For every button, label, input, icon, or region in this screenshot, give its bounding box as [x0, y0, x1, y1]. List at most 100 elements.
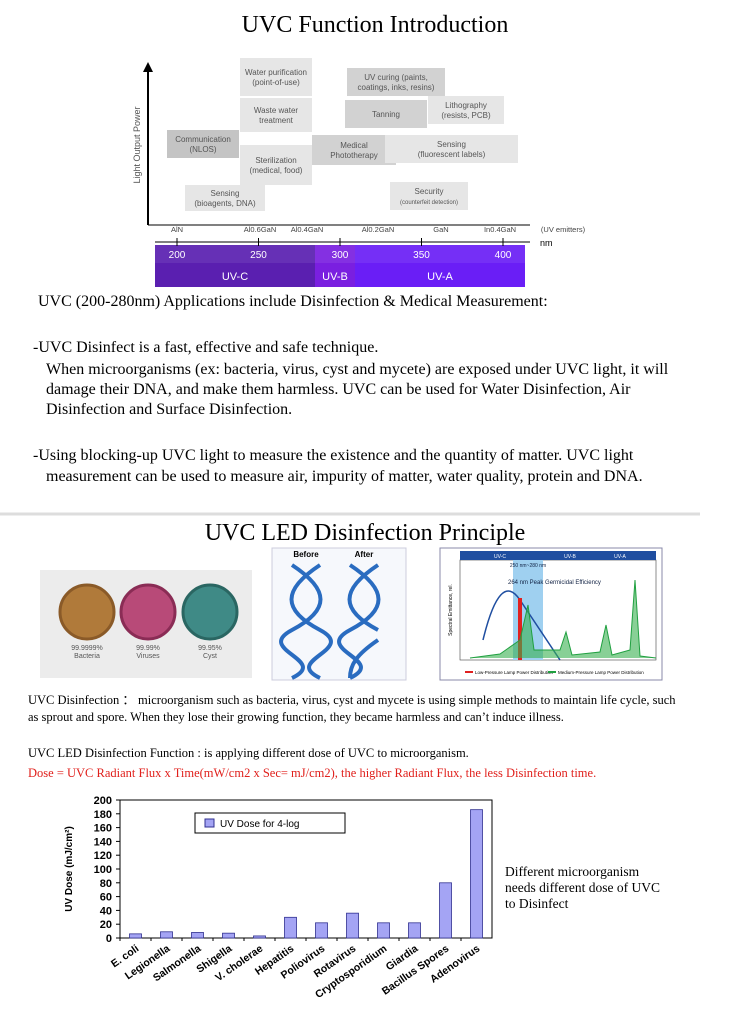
application-box — [390, 182, 468, 210]
application-label: Communication — [175, 135, 231, 144]
application-box — [185, 185, 265, 211]
band-label: UV-A — [427, 271, 453, 283]
application-box — [312, 135, 396, 165]
application-box — [240, 98, 312, 132]
application-box — [428, 96, 504, 124]
material-label: Al0.4GaN — [291, 225, 324, 234]
y-tick-label: 180 — [94, 809, 112, 821]
paragraph-line: UVC LED Disinfection Function : is apply… — [28, 746, 469, 760]
bar — [346, 912, 359, 939]
application-label: Water purification — [245, 68, 307, 77]
spectral-legend: Medium-Pressure Lamp Power Distribution — [558, 670, 644, 675]
y-axis-label: Light Output Power — [132, 106, 142, 183]
section-title: UVC Function Introduction — [242, 12, 509, 38]
microbe-label: 99.95% — [198, 645, 222, 652]
application-label: (medical, food) — [250, 166, 303, 175]
application-label: (NLOS) — [189, 145, 216, 154]
application-label: Lithography — [445, 101, 487, 110]
application-box — [240, 145, 312, 185]
band-label: UV-C — [222, 271, 248, 283]
band-top — [155, 245, 525, 263]
application-box — [347, 68, 445, 96]
bar — [253, 935, 266, 939]
paragraph-line: UVC (200-280nm) Applications include Dis… — [38, 293, 548, 310]
y-tick-label: 120 — [94, 850, 112, 862]
application-label: (fluorescent labels) — [418, 150, 486, 159]
spectral-band: UV-B — [564, 554, 576, 560]
material-label: In0.4GaN — [484, 225, 516, 234]
bar — [470, 809, 483, 939]
microbe-label: 99.9999% — [71, 645, 103, 652]
uvb-band — [315, 245, 355, 287]
application-box — [240, 58, 312, 96]
paragraph-line: -Using blocking-up UVC light to measure … — [33, 447, 634, 464]
bar — [439, 882, 452, 939]
paragraph-line: Disinfection and Surface Disinfection. — [46, 401, 292, 418]
tick-label: 250 — [250, 250, 267, 261]
material-label: AlN — [171, 225, 183, 234]
legend-box — [194, 812, 346, 834]
bar — [377, 922, 390, 939]
spectral-band: UV-A — [614, 554, 626, 560]
y-tick-label: 20 — [100, 919, 112, 931]
application-label: Security — [415, 187, 444, 196]
y-tick-label: 0 — [106, 933, 112, 945]
application-label: Waste water — [254, 106, 298, 115]
band-label: UV-B — [322, 271, 348, 283]
application-label: treatment — [259, 116, 294, 125]
bar — [191, 932, 204, 939]
application-box — [167, 130, 239, 158]
dna-label: Before — [293, 550, 319, 559]
application-label: Medical — [340, 141, 368, 150]
material-label: Al0.2GaN — [362, 225, 395, 234]
bar — [284, 916, 297, 939]
uvc-band — [155, 245, 315, 287]
cyst-image — [181, 583, 239, 641]
side-note: to Disinfect — [505, 896, 569, 911]
y-tick-label: 200 — [94, 795, 112, 807]
application-label: UV curing (paints, — [364, 73, 428, 82]
spectral-range: 250 nm~280 nm — [510, 563, 546, 569]
microbe-label: Cyst — [203, 653, 217, 660]
emitters-label: (UV emitters) — [541, 225, 586, 234]
arrow — [143, 62, 153, 72]
dna-after — [337, 563, 381, 680]
uva-band — [355, 245, 525, 287]
microbe-label: Viruses — [136, 653, 160, 660]
bar — [129, 933, 142, 939]
y-tick-label: 100 — [94, 864, 112, 876]
application-box — [385, 135, 518, 163]
material-label: Al0.6GaN — [244, 225, 277, 234]
paragraph-line: as sprout and spore. When they lose thei… — [28, 710, 564, 724]
application-label: Sensing — [211, 189, 240, 198]
y-tick-label: 140 — [94, 836, 112, 848]
paragraph-line: UVC Disinfection ： microorganism such as… — [28, 693, 676, 707]
paragraph-line: Dose = UVC Radiant Flux x Time(mW/cm2 x … — [28, 766, 596, 780]
tick-label: 400 — [495, 250, 512, 261]
application-label: Sterilization — [255, 156, 296, 165]
application-label: coatings, inks, resins) — [358, 83, 435, 92]
paragraph-line: measurement can be used to measure air, … — [46, 468, 643, 485]
application-label: Phototherapy — [330, 151, 378, 160]
application-label: Tanning — [372, 110, 400, 119]
spectral-peak: 264 nm Peak Germicidal Efficiency — [508, 580, 601, 586]
side-note: Different microorganism — [505, 864, 640, 879]
spectral-legend: Low-Pressure Lamp Power Distribution — [475, 670, 554, 675]
low-pressure-peak — [518, 598, 522, 660]
application-label: (bioagents, DNA) — [194, 199, 256, 208]
application-label: (resists, PCB) — [441, 111, 491, 120]
medium-pressure-curve — [469, 579, 657, 659]
tick-label: 350 — [413, 250, 430, 261]
y-tick-label: 60 — [100, 892, 112, 904]
legend-swatch — [204, 818, 215, 828]
spectral-y-label: Spectral Emittance, rel. — [448, 584, 454, 636]
spectral-band-bar — [460, 551, 656, 560]
section-title: UVC LED Disinfection Principle — [205, 520, 526, 546]
y-tick-label: 40 — [100, 905, 112, 917]
bar — [315, 922, 328, 939]
bacteria-image — [58, 583, 116, 641]
dna-panel — [271, 547, 407, 681]
tick-label: 300 — [332, 250, 349, 261]
paragraph-line: When microorganisms (ex: bacteria, virus… — [46, 361, 669, 378]
